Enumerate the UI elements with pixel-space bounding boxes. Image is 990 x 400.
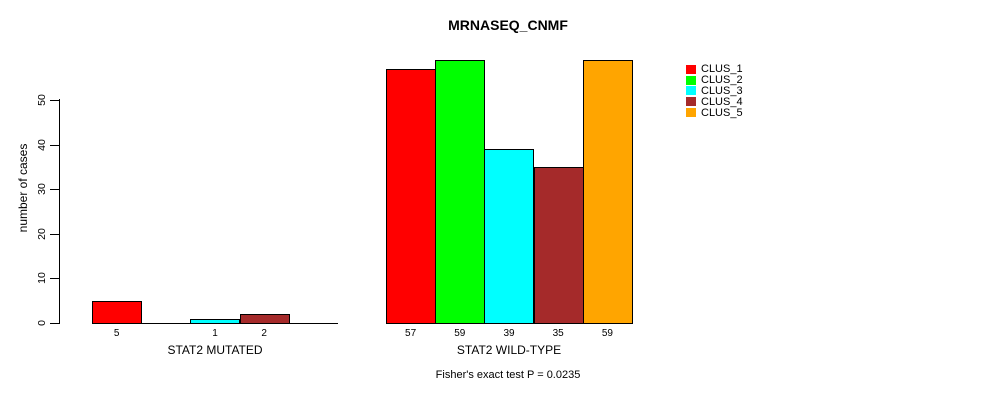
- legend-item: CLUS_5: [686, 107, 743, 118]
- x-axis-group-label: STAT2 WILD-TYPE: [456, 343, 562, 357]
- bar-clus_3-1: [190, 318, 240, 324]
- bar-clus_1-2: [386, 68, 436, 324]
- legend-label: CLUS_1: [701, 63, 743, 76]
- legend-item: CLUS_1: [686, 64, 743, 75]
- legend-label: CLUS_4: [701, 95, 743, 108]
- y-tick-label: 50: [36, 94, 48, 106]
- y-axis-tick: [50, 189, 59, 191]
- bar-value-label: 59: [601, 328, 613, 339]
- y-tick-label: 0: [36, 320, 48, 326]
- bar-clus_1-1: [92, 300, 142, 324]
- legend-item: CLUS_4: [686, 96, 743, 107]
- bar-value-label: 57: [405, 328, 417, 339]
- bar-value-label: 39: [503, 328, 515, 339]
- bar-value-label: 35: [552, 328, 564, 339]
- bar-value-label: 2: [261, 328, 267, 339]
- bar-clus_3-2: [484, 149, 534, 324]
- legend-item: CLUS_3: [686, 84, 743, 97]
- y-axis-line: [59, 99, 60, 324]
- bar-clus_5-2: [583, 59, 633, 324]
- y-axis-tick: [50, 233, 59, 235]
- legend-label: CLUS_2: [701, 74, 743, 87]
- legend-swatch-icon: [686, 108, 696, 118]
- legend: CLUS_1 CLUS_2 CLUS_3 CLUS_4 CLUS_5: [686, 64, 743, 118]
- bar-value-label: 59: [454, 328, 466, 339]
- y-axis-label: number of cases: [16, 143, 30, 233]
- bar-clus_4-1: [240, 314, 290, 324]
- x-axis-group-label: STAT2 MUTATED: [167, 343, 263, 357]
- legend-swatch-icon: [686, 64, 696, 74]
- y-axis-tick: [50, 100, 59, 101]
- legend-swatch-icon: [686, 75, 696, 85]
- y-axis-tick: [50, 278, 59, 280]
- y-tick-label: 30: [36, 183, 48, 196]
- legend-label: CLUS_5: [701, 106, 743, 119]
- bar-value-label: 5: [113, 328, 120, 339]
- legend-label: CLUS_3: [701, 84, 743, 97]
- fisher-test-note: Fisher's exact test P = 0.0235: [435, 369, 581, 381]
- y-tick-label: 10: [36, 272, 48, 285]
- bar-value-label: 1: [212, 328, 218, 339]
- chart-title: MRNASEQ_CNMF: [448, 17, 568, 33]
- legend-swatch-icon: [686, 97, 696, 107]
- y-tick-label: 20: [36, 227, 48, 240]
- legend-swatch-icon: [686, 86, 696, 96]
- y-tick-label: 40: [36, 138, 48, 151]
- legend-item: CLUS_2: [686, 75, 743, 86]
- y-axis-tick: [50, 323, 59, 324]
- bar-clus_2-2: [435, 59, 485, 324]
- bar-clus_4-2: [534, 166, 584, 324]
- y-axis-tick: [50, 144, 59, 146]
